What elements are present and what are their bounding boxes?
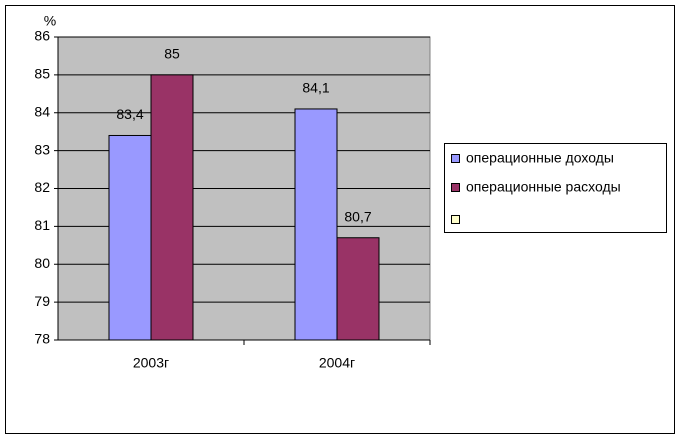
y-tick-label: 85 [34, 66, 50, 82]
y-axis-label: % [44, 13, 56, 29]
legend [444, 143, 667, 233]
y-tick-label: 83 [34, 141, 50, 157]
y-tick-label: 84 [34, 103, 50, 119]
legend-swatch [451, 183, 460, 192]
bar [108, 134, 152, 341]
bar [294, 108, 338, 341]
legend-swatch [451, 154, 460, 163]
legend-label: операционные доходы [466, 150, 614, 166]
y-tick-label: 78 [34, 331, 50, 347]
x-tick-label: 2003г [133, 355, 169, 371]
y-tick-label: 81 [34, 217, 50, 233]
legend-label: операционные расходы [466, 179, 621, 195]
y-tick-label: 82 [34, 179, 50, 195]
value-label: 83,4 [116, 106, 143, 122]
legend-swatch [451, 215, 460, 224]
y-tick-label: 86 [34, 28, 50, 44]
bar [150, 74, 194, 341]
value-label: 84,1 [302, 80, 329, 96]
bar [336, 237, 380, 341]
y-tick-label: 79 [34, 293, 50, 309]
x-tick-label: 2004г [319, 355, 355, 371]
y-tick-label: 80 [34, 255, 50, 271]
value-label: 80,7 [344, 208, 371, 224]
value-label: 85 [164, 46, 180, 62]
